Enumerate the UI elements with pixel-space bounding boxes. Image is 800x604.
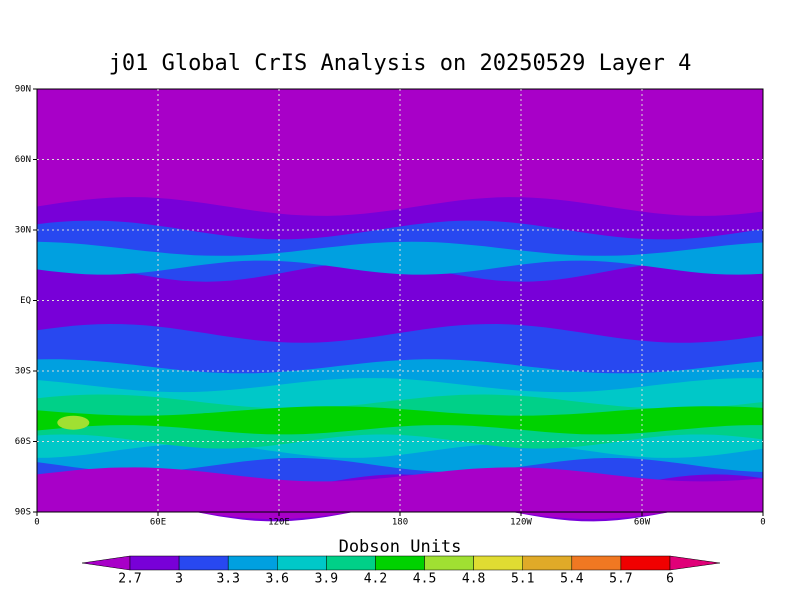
colorbar-label: 3 [175,572,183,587]
field-patch [194,413,223,423]
colorbar-label: 5.4 [560,572,584,587]
colorbar-label: 3.3 [216,572,239,587]
colorbar-box [227,555,278,571]
lon-tick-label: 0 [760,518,765,528]
colorbar-label: 3.6 [266,572,289,587]
lat-tick-label: EQ [20,296,31,306]
field-patch [57,415,90,430]
lat-tick-label: 60N [15,155,31,165]
colorbar-box [473,555,523,571]
lon-tick-label: 60W [634,518,651,528]
colorbar-box [620,555,671,571]
lon-tick-label: 0 [34,518,39,528]
lon-tick-label: 180 [392,518,408,528]
lat-tick-label: 30S [15,367,31,377]
colorbar-label: 4.2 [364,572,387,587]
colorbar-box [571,555,622,571]
colorbar-box [326,555,376,571]
lat-tick-label: 90S [15,508,31,518]
lon-tick-label: 120W [510,518,532,528]
colorbar-low [81,555,131,571]
colorbar-label: 5.1 [511,572,534,587]
colorbar-box [277,555,327,571]
colorbar-box [129,555,180,571]
colorbar-label: 2.7 [118,572,141,587]
lon-tick-label: 120E [268,518,290,528]
colorbar-box [178,555,229,571]
field-band [37,467,763,519]
colorbar-high [669,555,721,571]
lat-tick-label: 30N [15,226,31,236]
colorbar-box [522,555,573,571]
colorbar-box [424,555,474,571]
colorbar-label: 6 [666,572,674,587]
colorbar-label: 4.5 [413,572,436,587]
field-band [37,241,763,275]
lat-tick-label: 90N [15,85,31,95]
colorbar-label: 4.8 [462,572,485,587]
colorbar-title: Dobson Units [339,537,462,557]
lon-tick-label: 60E [150,518,166,528]
colorbar-label: 5.7 [609,572,632,587]
colorbar-box [375,555,425,571]
map-title: j01 Global CrIS Analysis on 20250529 Lay… [109,51,692,76]
colorbar-label: 3.9 [315,572,338,587]
lat-tick-label: 60S [15,437,31,447]
